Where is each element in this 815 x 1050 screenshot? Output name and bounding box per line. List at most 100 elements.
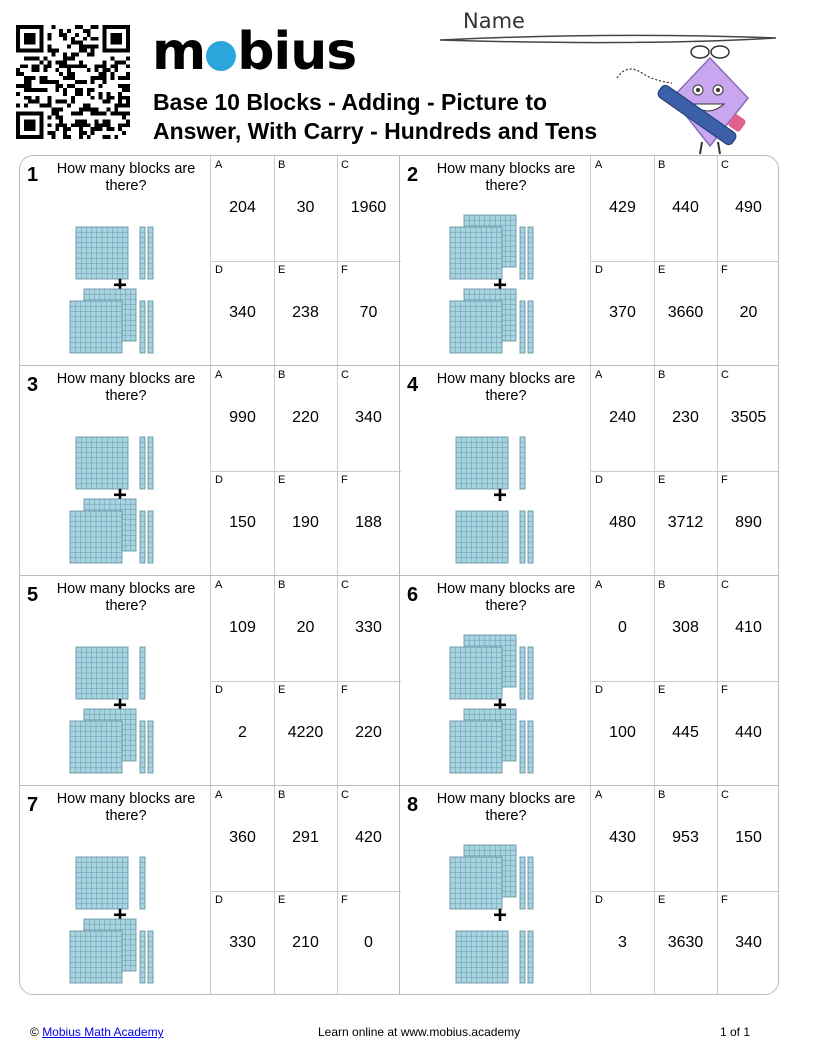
cell-divider xyxy=(274,786,275,994)
answer-choice-c[interactable]: C 3505 xyxy=(717,366,778,471)
answer-choice-f[interactable]: F 340 xyxy=(717,891,778,994)
answer-choice-b[interactable]: B 953 xyxy=(654,786,717,891)
answer-choice-c[interactable]: C 340 xyxy=(337,366,400,471)
answer-choice-c[interactable]: C 490 xyxy=(717,156,778,261)
row-divider xyxy=(20,365,778,366)
choice-letter: A xyxy=(215,369,223,381)
answer-choices: A 240 B 230 C 3505 D 480 E 3712 F 890 xyxy=(590,366,778,576)
top-ten-rod xyxy=(147,436,154,490)
choice-value: 420 xyxy=(355,829,382,846)
answer-choice-f[interactable]: F 70 xyxy=(337,261,400,366)
top-ten-rod xyxy=(147,226,154,280)
answer-choice-d[interactable]: D 150 xyxy=(211,471,274,576)
answer-choice-f[interactable]: F 20 xyxy=(717,261,778,366)
answer-choice-e[interactable]: E 3712 xyxy=(654,471,717,576)
answer-choice-b[interactable]: B 291 xyxy=(274,786,337,891)
answer-choice-e[interactable]: E 4220 xyxy=(274,681,337,786)
answer-choice-c[interactable]: C 1960 xyxy=(337,156,400,261)
name-label: Name xyxy=(463,9,525,33)
answer-choice-d[interactable]: D 480 xyxy=(591,471,654,576)
cell-divider xyxy=(211,471,401,472)
answer-choice-a[interactable]: A 990 xyxy=(211,366,274,471)
choice-value: 0 xyxy=(364,934,373,951)
mobius-logo: m bius xyxy=(152,22,357,82)
answer-choice-f[interactable]: F 890 xyxy=(717,471,778,576)
top-ten-rod xyxy=(519,646,526,700)
choice-letter: E xyxy=(658,264,666,276)
answer-choice-a[interactable]: A 360 xyxy=(211,786,274,891)
answer-choice-b[interactable]: B 440 xyxy=(654,156,717,261)
question-text: How many blocks are there? xyxy=(436,581,576,614)
answer-choice-e[interactable]: E 3660 xyxy=(654,261,717,366)
answer-choice-f[interactable]: F 188 xyxy=(337,471,400,576)
cell-divider xyxy=(591,261,778,262)
answer-choice-b[interactable]: B 20 xyxy=(274,576,337,681)
choice-letter: E xyxy=(278,894,286,906)
cell-divider xyxy=(337,786,338,994)
top-hundred-block xyxy=(455,436,509,490)
answer-choice-c[interactable]: C 330 xyxy=(337,576,400,681)
answer-choice-e[interactable]: E 190 xyxy=(274,471,337,576)
answer-choice-f[interactable]: F 440 xyxy=(717,681,778,786)
choice-letter: F xyxy=(721,474,728,486)
choice-letter: B xyxy=(278,789,286,801)
choice-value: 210 xyxy=(292,934,319,951)
base10-blocks-picture: + xyxy=(69,226,154,354)
choice-value: 370 xyxy=(609,304,636,321)
answer-choice-c[interactable]: C 420 xyxy=(337,786,400,891)
answer-choice-b[interactable]: B 230 xyxy=(654,366,717,471)
answer-choice-b[interactable]: B 30 xyxy=(274,156,337,261)
choice-value: 890 xyxy=(735,514,762,531)
answer-choice-e[interactable]: E 238 xyxy=(274,261,337,366)
choice-value: 490 xyxy=(735,199,762,216)
top-hundred-block xyxy=(75,856,129,910)
choice-letter: E xyxy=(658,684,666,696)
choice-letter: A xyxy=(215,579,223,591)
choice-letter: C xyxy=(341,159,349,171)
answer-choice-a[interactable]: A 204 xyxy=(211,156,274,261)
answer-choice-b[interactable]: B 308 xyxy=(654,576,717,681)
answer-choice-e[interactable]: E 210 xyxy=(274,891,337,994)
answer-choice-f[interactable]: F 220 xyxy=(337,681,400,786)
choice-letter: B xyxy=(658,579,666,591)
answer-choice-d[interactable]: D 370 xyxy=(591,261,654,366)
academy-link[interactable]: Mobius Math Academy xyxy=(42,1025,164,1039)
bottom-ten-rod xyxy=(519,300,526,354)
bottom-ten-rod xyxy=(519,510,526,564)
choice-letter: F xyxy=(341,264,348,276)
answer-choices: A 109 B 20 C 330 D 2 E 4220 F 220 xyxy=(210,576,401,786)
answer-choice-c[interactable]: C 150 xyxy=(717,786,778,891)
choice-letter: C xyxy=(721,579,729,591)
bottom-ten-rod xyxy=(519,930,526,984)
choice-letter: B xyxy=(278,579,286,591)
bottom-ten-rod xyxy=(147,930,154,984)
choice-letter: A xyxy=(595,579,603,591)
cell-divider xyxy=(591,681,778,682)
worksheet-title: Base 10 Blocks - Adding - Picture to Ans… xyxy=(153,89,598,144)
answer-choice-c[interactable]: C 410 xyxy=(717,576,778,681)
answer-choice-d[interactable]: D 100 xyxy=(591,681,654,786)
answer-choice-a[interactable]: A 240 xyxy=(591,366,654,471)
answer-choices: A 430 B 953 C 150 D 3 E 3630 F 340 xyxy=(590,786,778,994)
problem-7: 7 How many blocks are there? + A 360 B 291 C 420… xyxy=(20,786,401,994)
answer-choice-a[interactable]: A 429 xyxy=(591,156,654,261)
logo-text: m bius xyxy=(152,22,357,82)
answer-choice-d[interactable]: D 340 xyxy=(211,261,274,366)
answer-choice-e[interactable]: E 3630 xyxy=(654,891,717,994)
answer-choice-e[interactable]: E 445 xyxy=(654,681,717,786)
problem-number: 1 xyxy=(27,164,39,186)
answer-choice-b[interactable]: B 220 xyxy=(274,366,337,471)
answer-choice-a[interactable]: A 430 xyxy=(591,786,654,891)
qr-code xyxy=(16,25,130,139)
problem-8: 8 How many blocks are there? + A 430 B 953 C 150… xyxy=(400,786,778,994)
top-hundred-block xyxy=(75,226,129,280)
problem-4: 4 How many blocks are there? + A 240 B 230 C 350… xyxy=(400,366,778,576)
answer-choice-a[interactable]: A 109 xyxy=(211,576,274,681)
answer-choice-d[interactable]: D 330 xyxy=(211,891,274,994)
question-text: How many blocks are there? xyxy=(56,791,196,824)
top-ten-rod xyxy=(527,646,534,700)
